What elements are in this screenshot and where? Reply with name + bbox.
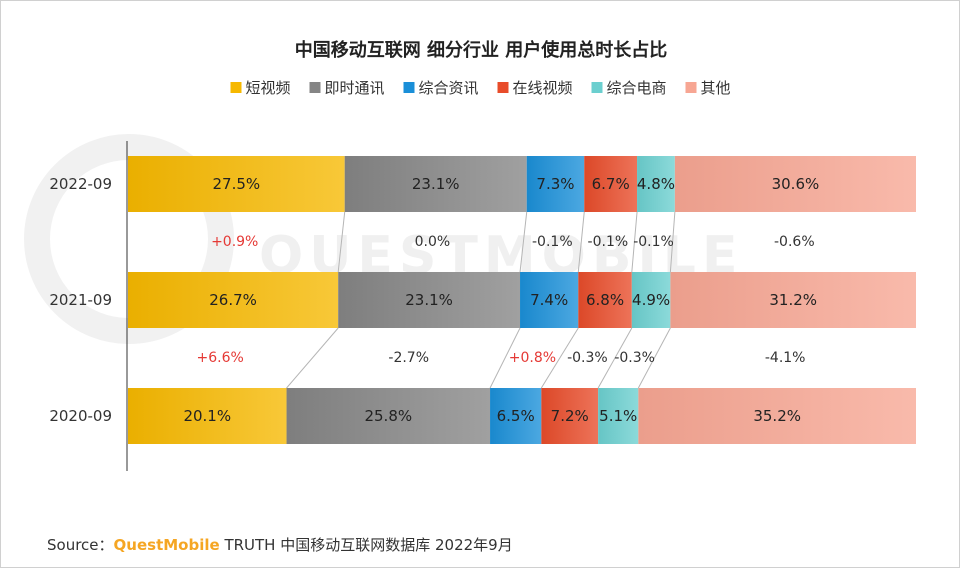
source-text: TRUTH 中国移动互联网数据库 2022年9月 [219,536,513,554]
legend-label: 在线视频 [513,79,573,97]
bar-segment [128,156,345,212]
legend-swatch [685,82,697,93]
connectors [286,211,676,389]
bar-segment [598,388,639,444]
data-label: 4.8% [637,175,675,193]
legend-label: 即时通讯 [325,79,385,97]
bar-segment [670,272,916,328]
connector-line [577,211,585,273]
data-label: 30.6% [772,175,820,193]
legend-label: 综合资讯 [419,79,479,97]
connector-line [489,327,521,389]
data-label: 31.2% [769,291,817,309]
connector-line [540,327,579,389]
legend-label: 综合电商 [607,79,667,97]
data-label: 7.4% [530,291,568,309]
connector-line [637,327,671,389]
change-labels: +0.9% 0.0% -0.1% -0.1% -0.1% -0.6%+6.6% -2.7% +… [197,234,815,366]
legend-swatch [497,82,509,93]
data-label: 6.7% [592,175,630,193]
connector-line [597,327,633,389]
connector-line [631,211,638,273]
data-label: 26.7% [209,291,257,309]
change-label: -4.1% [765,350,806,366]
bar-segment [631,272,671,328]
legend-label: 其他 [701,79,731,97]
change-label: -0.6% [774,234,815,250]
change-label: -0.1% [633,234,674,250]
data-label: 6.8% [586,291,624,309]
chart-title: 中国移动互联网 细分行业 用户使用总时长占比 [295,39,668,61]
bar-segment [128,388,287,444]
bar-segment [490,388,542,444]
source-note: Source：QuestMobile TRUTH 中国移动互联网数据库 2022… [47,534,513,555]
connector-line [669,211,676,273]
source-brand: QuestMobile [113,536,220,554]
data-label: 27.5% [213,175,261,193]
bar-segment [128,272,339,328]
bar-segment [338,272,521,328]
legend: 短视频 即时通讯 综合资讯 在线视频 综合电商 其他 [230,79,731,97]
data-label: 6.5% [497,407,535,425]
data-label: 7.3% [536,175,574,193]
legend-swatch [403,82,415,93]
change-label: +0.8% [509,350,556,366]
bar-segment [674,156,916,212]
bar-segment [520,272,579,328]
bar-segment [578,272,632,328]
change-label: +0.9% [211,234,258,250]
data-label: 35.2% [753,407,801,425]
y-tick-label: 2022-09 [49,175,112,193]
source-prefix: Source： [47,536,114,554]
data-label: 25.8% [364,407,412,425]
data-label: 23.1% [412,175,460,193]
connector-line [519,211,528,273]
data-label: 7.2% [551,407,589,425]
change-label: 0.0% [415,234,451,250]
legend-swatch [230,82,242,93]
bar-segment [286,388,491,444]
legend-swatch [309,82,321,93]
bar-segment [584,156,638,212]
data-label: 5.1% [599,407,637,425]
y-tick-label: 2020-09 [49,407,112,425]
y-axis: 2022-09 2021-09 2020-09 [49,141,128,471]
change-label: +6.6% [197,350,244,366]
data-label: 20.1% [183,407,231,425]
change-label: -2.7% [388,350,429,366]
change-label: -0.1% [588,234,629,250]
bar-segment [637,156,675,212]
change-label: -0.3% [614,350,655,366]
data-label: 4.9% [632,291,670,309]
connector-line [286,327,339,389]
legend-label: 短视频 [246,79,291,97]
bar-segment [638,388,916,444]
bar-segment [541,388,599,444]
bar-segment [344,156,527,212]
bars: 27.5% 23.1% 7.3% 6.7% 4.8% 30.6% 26.7% 23.1% 7.4… [128,156,916,444]
change-label: -0.3% [567,350,608,366]
bar-segment [526,156,585,212]
data-label: 23.1% [405,291,453,309]
change-label: -0.1% [532,234,573,250]
legend-swatch [591,82,603,93]
y-tick-label: 2021-09 [49,291,112,309]
connector-line [337,211,346,273]
watermark-logo-ring [24,134,234,344]
